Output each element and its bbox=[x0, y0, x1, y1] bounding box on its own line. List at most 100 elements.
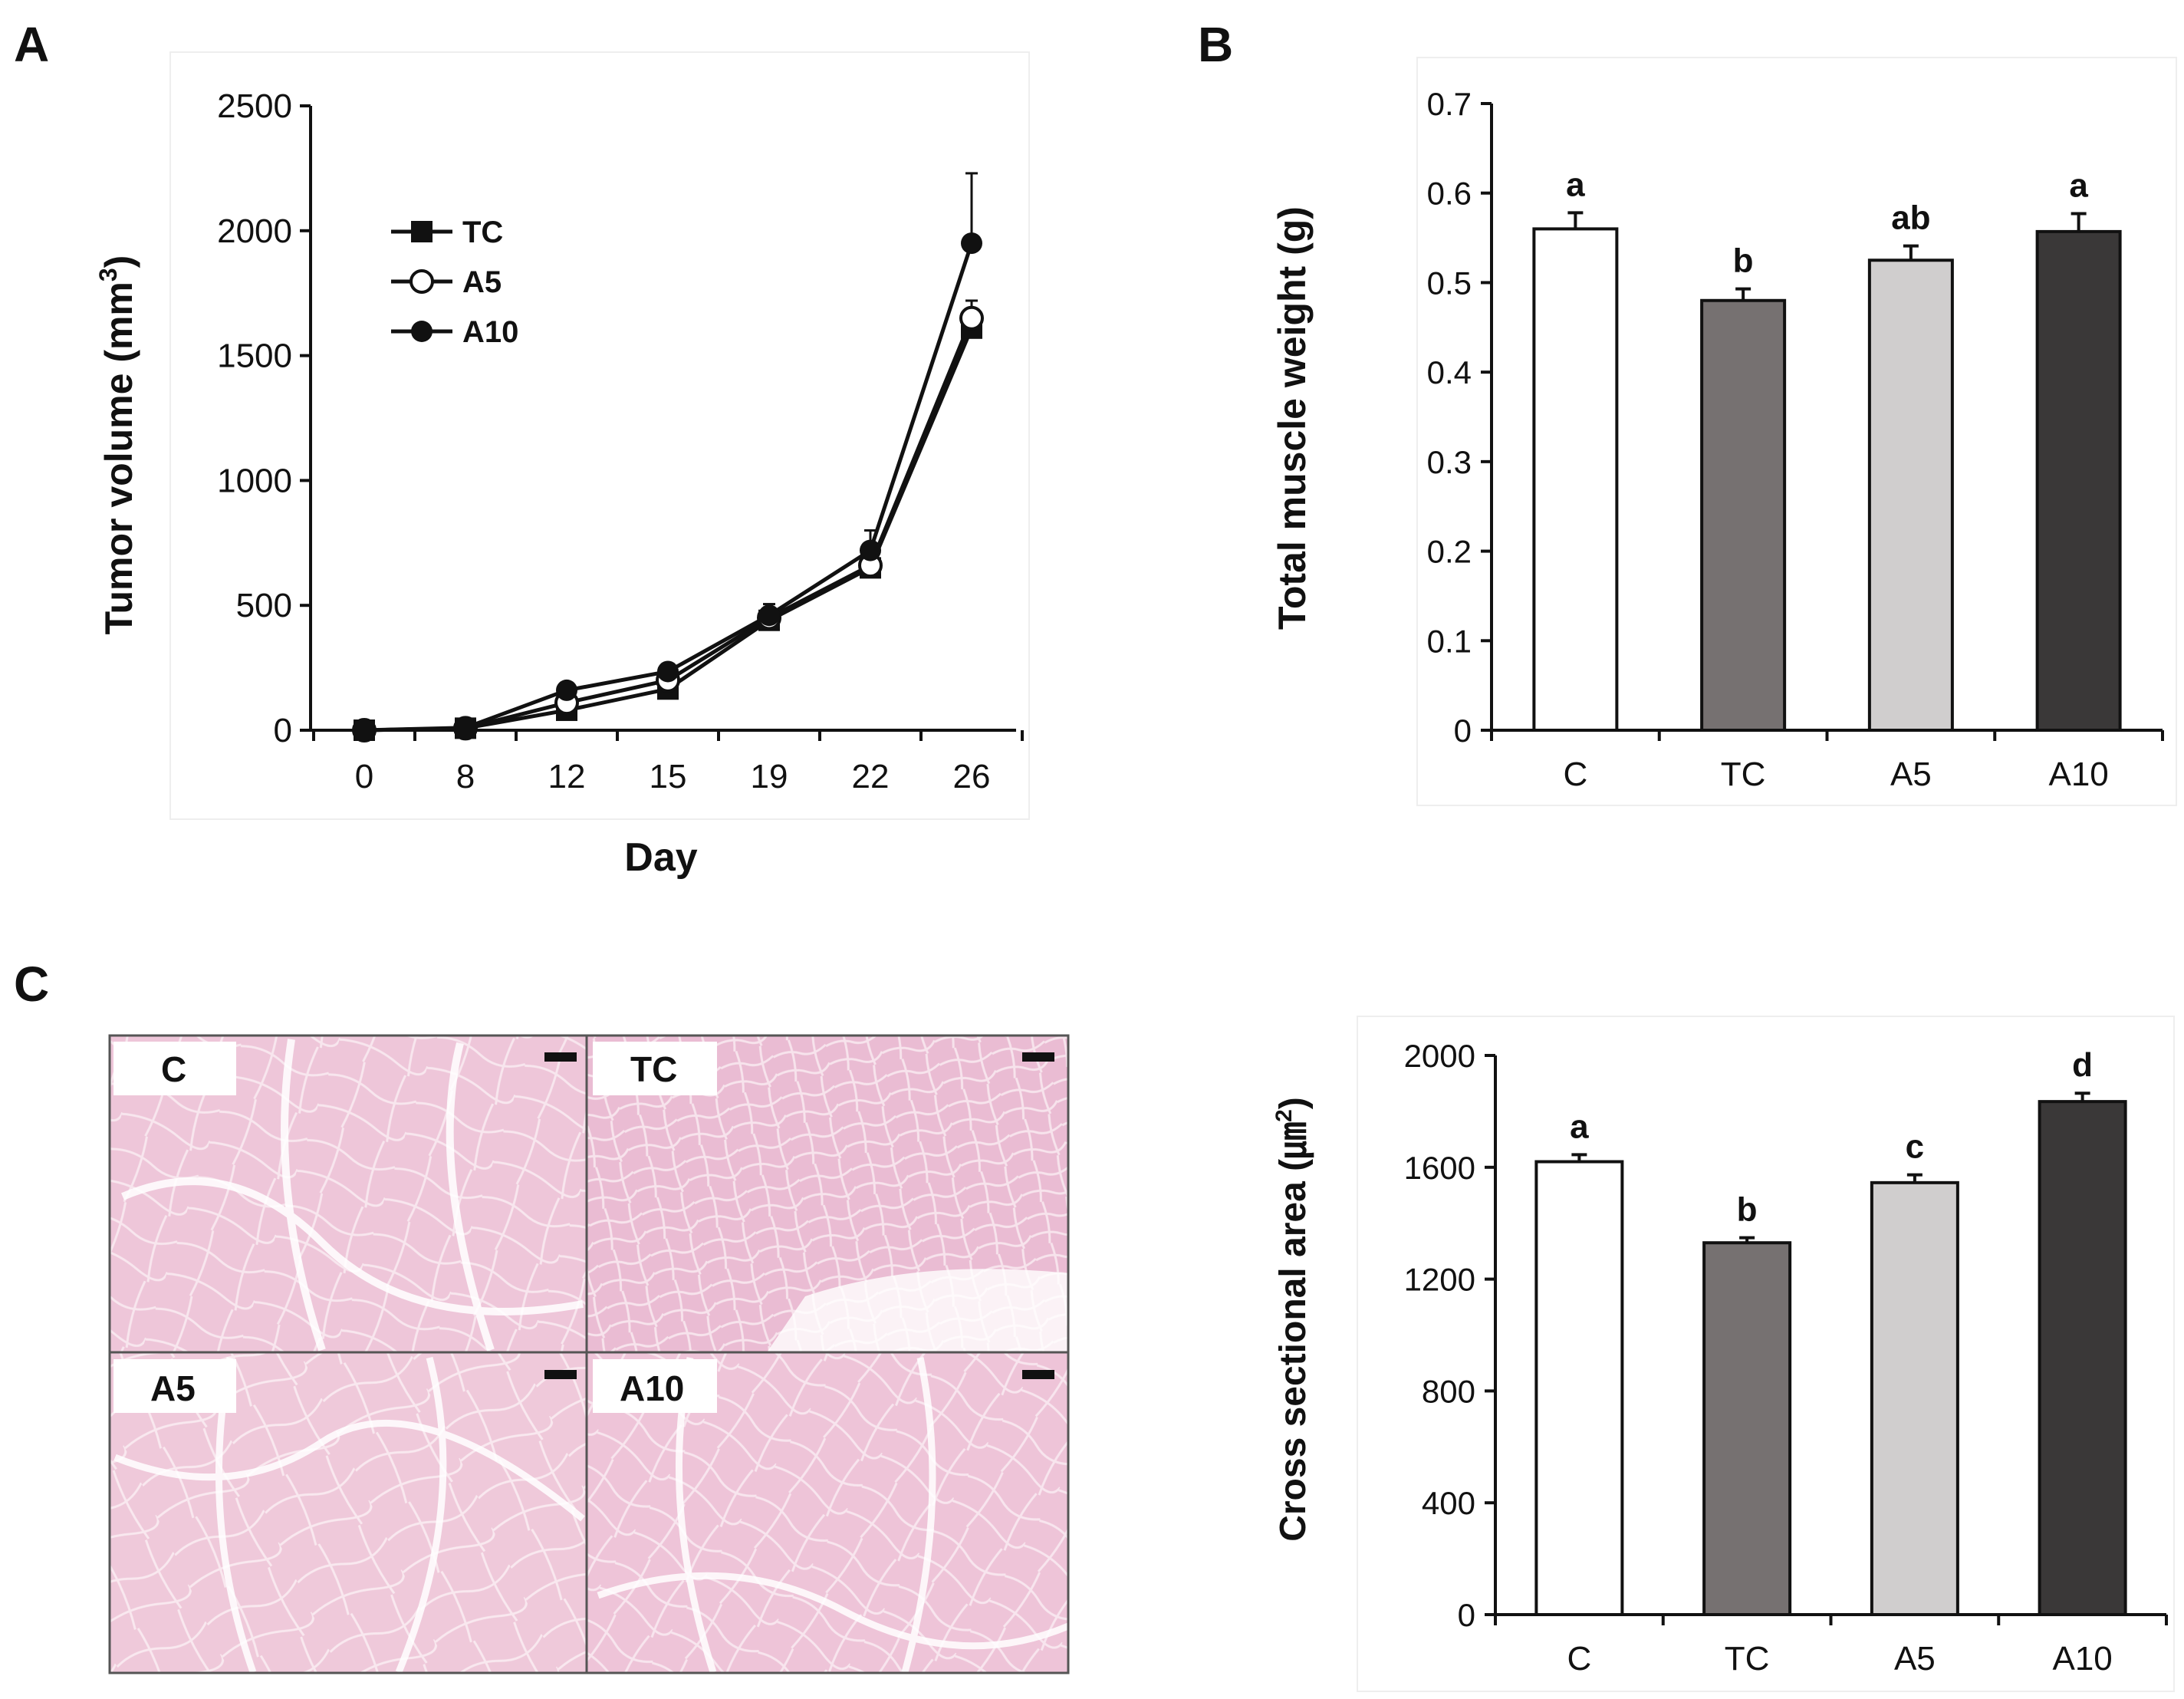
panel-label-c: C bbox=[14, 957, 49, 1012]
bar-tc bbox=[1702, 1241, 1792, 1616]
panel-label-box bbox=[593, 1359, 717, 1413]
significance-label-a10: d bbox=[2072, 1046, 2093, 1084]
y-axis-title-sup: 3 bbox=[94, 268, 122, 282]
y-tick-label: 400 bbox=[1422, 1485, 1475, 1521]
tissue-gap bbox=[767, 1269, 1068, 1352]
x-tick-label: 12 bbox=[548, 758, 586, 795]
y-tick-label: 0 bbox=[1454, 713, 1472, 749]
x-tick-label: 15 bbox=[650, 758, 687, 795]
significance-label-a10: a bbox=[2069, 167, 2088, 205]
x-tick-label-a5: A5 bbox=[1894, 1640, 1936, 1678]
y-tick-label: 0.2 bbox=[1427, 534, 1472, 570]
y-tick-label: 0 bbox=[1458, 1597, 1475, 1633]
y-tick-label: 0.7 bbox=[1427, 86, 1472, 122]
x-tick-label-c: C bbox=[1567, 1640, 1591, 1678]
data-point-a10 bbox=[657, 660, 679, 683]
legend-marker-a10 bbox=[411, 321, 433, 342]
chart-frame bbox=[1357, 1016, 2175, 1692]
histology-label-c: C bbox=[161, 1049, 186, 1089]
y-tick-label: 2500 bbox=[217, 87, 292, 125]
x-axis-title: Day bbox=[624, 835, 697, 880]
tumor-volume-chart: 0 500 1000 1500 2000 2500 0 8 12 15 19 22 26 Day Tum… bbox=[94, 51, 1030, 880]
histology-label-tc: TC bbox=[630, 1049, 677, 1089]
panel-label-a: A bbox=[14, 17, 49, 72]
bar-tc bbox=[1700, 298, 1787, 732]
y-tick-label: 800 bbox=[1422, 1373, 1475, 1409]
x-tick-label: 22 bbox=[852, 758, 890, 795]
significance-label-tc: b bbox=[1733, 242, 1754, 280]
bar-a10 bbox=[2038, 1100, 2127, 1616]
data-point-a10 bbox=[758, 604, 780, 627]
y-axis-title: Tumor volume (mm3) bbox=[94, 255, 140, 635]
significance-label-a5: ab bbox=[1891, 199, 1930, 237]
legend-label-a5: A5 bbox=[462, 265, 502, 299]
series-line-a10 bbox=[363, 242, 974, 733]
histology-grid: C TC A5 A10 bbox=[108, 1034, 1070, 1674]
muscle-weight-plot: 0 0.1 0.2 0.3 0.4 0.5 0.6 0.7 a Cb TC ab A5 a A10 bbox=[1427, 86, 2164, 793]
legend-label-tc: TC bbox=[462, 216, 503, 249]
tissue-gap bbox=[121, 1039, 584, 1352]
chart-frame bbox=[1416, 57, 2177, 806]
y-axis-title: Cross sectional area (㎛2) bbox=[1271, 1097, 1314, 1542]
y-tick-label: 2000 bbox=[217, 212, 292, 250]
x-tick-label: 0 bbox=[355, 758, 373, 795]
x-tick-label-c: C bbox=[1563, 756, 1587, 793]
x-tick-label-a5: A5 bbox=[1890, 756, 1932, 793]
bar-a5 bbox=[1870, 1180, 1959, 1617]
muscle-weight-chart: 0 0.1 0.2 0.3 0.4 0.5 0.6 0.7 a Cb TC ab A5 a A10 Tota… bbox=[1271, 57, 2177, 806]
data-point-a10 bbox=[455, 716, 476, 739]
significance-label-a5: c bbox=[1906, 1128, 1924, 1166]
bar-c bbox=[1532, 227, 1619, 732]
x-tick-label: 19 bbox=[751, 758, 788, 795]
panel-label-b: B bbox=[1198, 17, 1233, 72]
x-tick-label-a10: A10 bbox=[2052, 1640, 2112, 1678]
panel-label-box bbox=[113, 1042, 236, 1095]
x-tick-label: 8 bbox=[456, 758, 475, 795]
y-tick-label: 0.3 bbox=[1427, 444, 1472, 480]
bar-a10 bbox=[2035, 229, 2122, 732]
y-tick-label: 0.5 bbox=[1427, 265, 1472, 301]
tumor-volume-axes: 0 500 1000 1500 2000 2500 0 8 12 15 19 22 26 bbox=[217, 87, 1024, 795]
scale-bar bbox=[544, 1370, 577, 1379]
y-tick-label: 0 bbox=[274, 712, 292, 749]
y-tick-label: 0.1 bbox=[1427, 623, 1472, 659]
y-axis-title-tail: ) bbox=[1273, 1097, 1314, 1109]
grid-border bbox=[108, 1034, 1070, 1674]
y-axis-title-main: Cross sectional area (㎛ bbox=[1273, 1122, 1314, 1542]
scale-bar bbox=[1022, 1370, 1054, 1379]
y-axis-title: Total muscle weight (g) bbox=[1271, 206, 1314, 630]
y-axis-title-tail: ) bbox=[97, 255, 140, 268]
panel-label-box bbox=[593, 1042, 717, 1095]
chart-frame bbox=[169, 51, 1030, 820]
x-tick-label-a10: A10 bbox=[2048, 756, 2108, 793]
bar-c bbox=[1534, 1160, 1624, 1616]
scale-bar bbox=[1022, 1052, 1054, 1062]
significance-label-c: a bbox=[1566, 166, 1585, 203]
y-tick-label: 1200 bbox=[1404, 1262, 1475, 1298]
y-tick-label: 1000 bbox=[217, 462, 292, 499]
y-axis-title-sup: 2 bbox=[1271, 1109, 1297, 1122]
data-point-a10 bbox=[556, 679, 577, 701]
x-tick-label: 26 bbox=[953, 758, 991, 795]
data-point-a10 bbox=[961, 232, 982, 255]
y-tick-label: 2000 bbox=[1404, 1038, 1475, 1074]
data-point-a10 bbox=[860, 539, 881, 561]
histology-label-a10: A10 bbox=[620, 1368, 684, 1408]
y-tick-label: 500 bbox=[236, 587, 292, 624]
tumor-volume-series bbox=[352, 172, 984, 742]
cross-sectional-area-plot: 0 400 800 1200 1600 2000 a Cb TC c A5 d A10 bbox=[1404, 1038, 2168, 1678]
y-tick-label: 1600 bbox=[1404, 1150, 1475, 1186]
bar-a5 bbox=[1867, 258, 1954, 732]
data-point-a5 bbox=[959, 305, 984, 331]
x-tick-label-tc: TC bbox=[1721, 756, 1766, 793]
legend-marker-a5 bbox=[410, 269, 434, 294]
y-tick-label: 0.4 bbox=[1427, 354, 1472, 390]
y-tick-label: 1500 bbox=[217, 337, 292, 375]
data-point-a10 bbox=[354, 719, 375, 741]
legend-label-a10: A10 bbox=[462, 315, 518, 349]
y-tick-label: 0.6 bbox=[1427, 176, 1472, 212]
panel-label-box bbox=[113, 1359, 236, 1413]
significance-label-tc: b bbox=[1737, 1191, 1758, 1229]
scale-bar bbox=[544, 1052, 577, 1062]
